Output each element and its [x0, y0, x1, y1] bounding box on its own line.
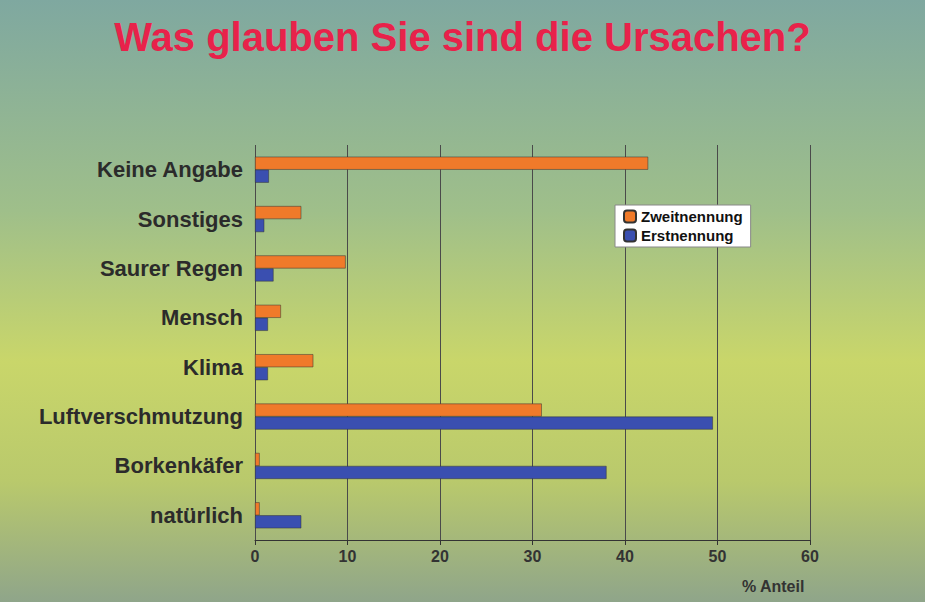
- svg-text:% Anteil: % Anteil: [742, 578, 805, 595]
- svg-text:0: 0: [251, 548, 260, 565]
- svg-text:Luftverschmutzung: Luftverschmutzung: [39, 404, 243, 429]
- svg-text:Sonstiges: Sonstiges: [138, 207, 243, 232]
- svg-text:Keine Angabe: Keine Angabe: [97, 157, 243, 182]
- svg-text:40: 40: [616, 548, 634, 565]
- svg-text:Erstnennung: Erstnennung: [641, 227, 734, 244]
- svg-text:natürlich: natürlich: [150, 503, 243, 528]
- svg-text:Klima: Klima: [183, 355, 244, 380]
- svg-text:10: 10: [339, 548, 357, 565]
- svg-text:Borkenkäfer: Borkenkäfer: [115, 453, 244, 478]
- svg-text:60: 60: [801, 548, 819, 565]
- svg-text:Saurer Regen: Saurer Regen: [100, 256, 243, 281]
- svg-text:Zweitnennung: Zweitnennung: [641, 208, 743, 225]
- svg-text:Mensch: Mensch: [161, 305, 243, 330]
- svg-text:20: 20: [431, 548, 449, 565]
- svg-text:30: 30: [524, 548, 542, 565]
- svg-text:50: 50: [709, 548, 727, 565]
- svg-text:Was glauben Sie sind die Ursac: Was glauben Sie sind die Ursachen?: [114, 15, 810, 59]
